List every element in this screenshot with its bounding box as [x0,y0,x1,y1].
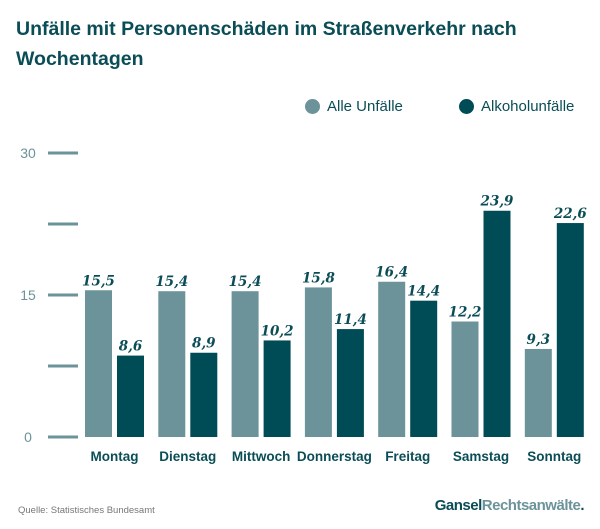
brand-logo: GanselRechtsanwälte. [434,497,585,514]
legend-label: Alle Unfälle [327,98,403,115]
bar-alle [451,321,479,437]
legend-item-alle-unfaelle: Alle Unfälle [305,98,403,115]
legend-item-alkoholunfaelle: Alkoholunfälle [459,98,574,115]
data-label: 8,9 [192,336,216,352]
data-label: 15,4 [155,274,188,290]
x-tick-label: Samstag [453,449,509,464]
data-label: 9,3 [527,332,551,348]
data-label: 14,4 [407,284,440,300]
bar-alkohol [556,223,584,437]
data-label: 15,4 [229,274,262,290]
legend-swatch [459,99,474,114]
legend-swatch [305,99,320,114]
x-tick-label: Sonntag [527,449,581,464]
x-tick-label: Dienstag [159,449,216,464]
data-label: 16,4 [375,265,408,281]
x-tick-label: Freitag [385,449,430,464]
source-note: Quelle: Statistisches Bundesamt [18,505,155,516]
x-tick-label: Donnerstag [297,449,372,464]
x-tick-label: Mittwoch [232,449,291,464]
bar-alkohol [410,300,438,437]
brand-part2: Rechtsanwälte [481,497,581,514]
y-tick-label: 15 [20,287,36,303]
data-label: 8,6 [119,339,143,355]
bar-alle [304,287,332,437]
brand-dot: . [580,497,584,514]
brand-part1: Gansel [434,497,483,514]
data-label: 15,5 [82,273,115,289]
bar-alkohol [263,340,291,437]
bar-alkohol [483,210,511,437]
bar-alle [524,348,552,437]
chart-title: Unfälle mit Personenschäden im Straßenve… [16,18,517,70]
bar-alkohol [117,355,144,437]
bar-alkohol [190,352,218,437]
bar-alle [158,291,186,437]
data-label: 11,4 [334,312,367,328]
x-tick-label: Montag [91,449,139,464]
y-tick-label: 0 [24,429,32,445]
bar-alle [231,291,259,437]
bar-alle [85,290,112,437]
data-label: 10,2 [261,323,294,339]
data-label: 23,9 [480,194,514,210]
legend-label: Alkoholunfälle [481,98,575,115]
data-label: 12,2 [449,305,482,321]
bar-alle [378,281,406,437]
y-tick-label: 30 [20,145,36,161]
bar-alkohol [336,329,364,437]
data-label: 22,6 [553,206,587,222]
data-label: 15,8 [302,270,335,286]
